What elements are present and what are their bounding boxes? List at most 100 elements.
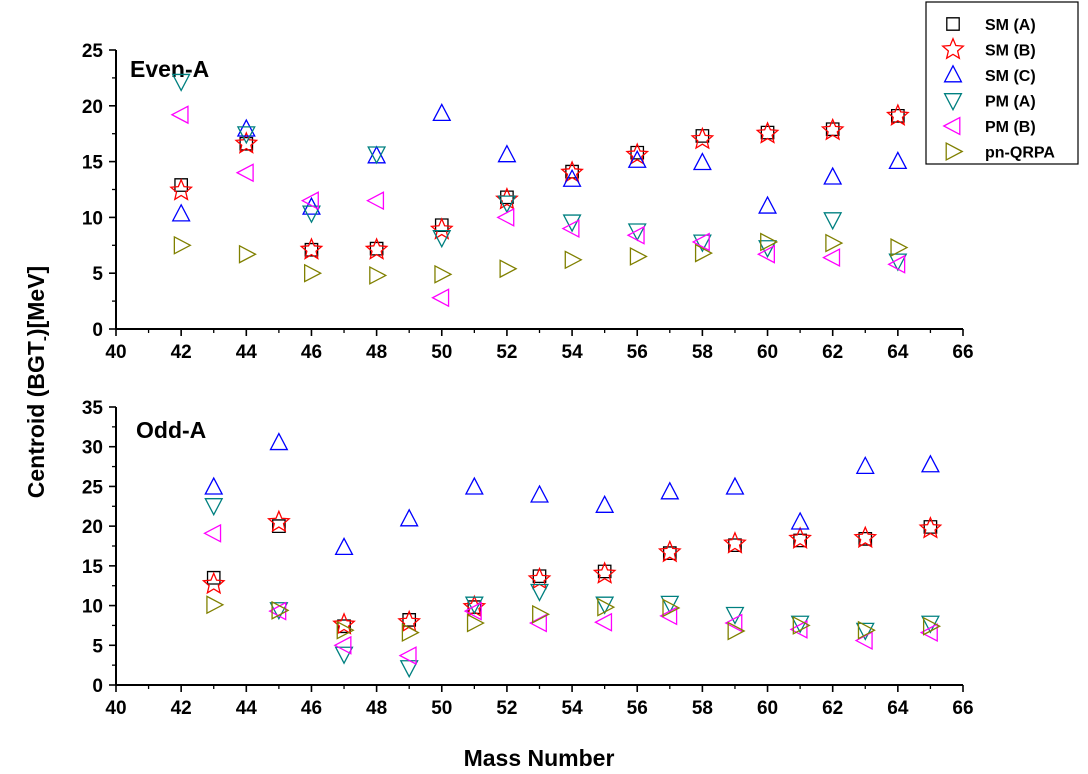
panel-title: Even-A	[130, 56, 209, 82]
data-point-sm-b	[332, 612, 356, 635]
data-point-sm-b	[364, 237, 389, 260]
data-point-sm-a	[825, 122, 840, 137]
x-tick-label: 48	[366, 342, 387, 363]
data-point-sm-c	[725, 476, 745, 495]
data-point-pn-qrpa	[792, 615, 811, 635]
y-tick-label: 0	[92, 320, 103, 341]
x-tick-label: 50	[431, 342, 452, 363]
data-point-sm-b	[169, 178, 194, 201]
series-sm-c	[171, 103, 908, 222]
x-tick-label: 40	[105, 698, 126, 719]
x-tick-label: 42	[171, 698, 192, 719]
data-point-sm-b	[657, 539, 682, 563]
series-pm-b	[203, 523, 938, 666]
data-point-pm-a	[823, 212, 843, 231]
data-point-sm-c	[855, 455, 875, 475]
legend-marker-pm-a	[943, 93, 963, 112]
y-tick-label: 25	[82, 41, 104, 62]
data-point-pm-a	[530, 583, 549, 602]
data-point-pm-b	[724, 613, 743, 633]
x-tick-label: 64	[887, 342, 909, 363]
data-point-sm-a	[272, 519, 286, 533]
chart-panels: 40 42 44 46 48 50 52 54 56 58 60 62 64 660510152025Ev…	[82, 41, 974, 719]
legend-label: SM (C)	[985, 68, 1036, 85]
data-point-pn-qrpa	[369, 265, 388, 285]
y-axis-title: Centroid (BGT-)[MeV]	[23, 266, 53, 498]
data-point-pm-b	[235, 163, 254, 183]
y-tick-label: 15	[82, 557, 104, 578]
data-point-sm-a	[695, 129, 710, 143]
data-point-pn-qrpa	[760, 232, 779, 252]
data-point-sm-c	[888, 151, 908, 170]
data-point-sm-c	[758, 195, 778, 214]
data-point-sm-c	[920, 454, 940, 473]
series-sm-b	[201, 509, 943, 635]
data-point-sm-c	[367, 145, 387, 164]
data-point-pm-a	[334, 646, 354, 665]
data-point-pm-a	[204, 498, 224, 517]
data-point-sm-c	[530, 484, 549, 503]
y-tick-label: 10	[82, 208, 103, 229]
data-point-sm-b	[527, 566, 552, 590]
x-tick-label: 52	[496, 342, 517, 363]
legend-label: SM (B)	[985, 43, 1036, 60]
x-tick-label: 40	[105, 342, 126, 363]
data-point-pm-b	[887, 254, 906, 274]
data-point-sm-a	[369, 241, 384, 256]
data-point-pn-qrpa	[629, 246, 648, 266]
data-point-sm-c	[627, 149, 647, 168]
data-point-sm-c	[823, 166, 843, 185]
data-point-pn-qrpa	[857, 620, 876, 640]
series-pn-qrpa	[173, 232, 909, 285]
data-point-pm-b	[561, 219, 580, 239]
data-point-pm-b	[789, 619, 808, 639]
data-point-pm-b	[463, 601, 482, 621]
data-point-pn-qrpa	[206, 595, 225, 615]
data-point-sm-c	[204, 476, 224, 495]
x-tick-label: 46	[301, 342, 322, 363]
data-point-sm-b	[820, 117, 845, 141]
data-point-sm-b	[625, 142, 650, 166]
data-point-sm-b	[299, 237, 324, 260]
data-point-pn-qrpa	[564, 250, 583, 270]
x-tick-label: 60	[757, 698, 778, 719]
data-point-pm-a	[464, 596, 484, 615]
legend-item-sm-c: SM (C)	[943, 64, 1036, 85]
data-point-sm-b	[723, 531, 747, 554]
data-point-pm-a	[790, 615, 810, 634]
data-point-sm-b	[853, 525, 878, 549]
data-point-pn-qrpa	[401, 623, 420, 643]
data-point-sm-b	[266, 509, 291, 533]
legend-label: pn-QRPA	[985, 145, 1055, 162]
panel-even-a: 40 42 44 46 48 50 52 54 56 58 60 62 64 66 0 5 10 15 20 25 Ev…	[82, 41, 974, 363]
data-point-pm-b	[691, 232, 710, 252]
data-point-pn-qrpa	[336, 620, 355, 640]
legend-item-pn-qrpa: pn-QRPA	[945, 142, 1055, 162]
y-tick-label: 5	[92, 636, 103, 657]
legend-marker-pn-qrpa	[945, 142, 964, 161]
x-tick-label: 60	[757, 342, 778, 363]
series-pm-a	[204, 498, 940, 679]
y-tick-label: 25	[82, 477, 104, 498]
data-point-pm-b	[626, 225, 645, 245]
data-point-pn-qrpa	[922, 616, 942, 636]
data-point-pn-qrpa	[499, 259, 518, 279]
series-sm-b	[169, 103, 910, 260]
y-tick-label: 30	[82, 438, 103, 459]
data-point-pm-a	[236, 126, 256, 145]
x-tick-label: 50	[431, 698, 452, 719]
data-point-pm-b	[333, 635, 352, 655]
series-pn-qrpa	[206, 595, 942, 643]
data-point-pm-b	[431, 288, 450, 308]
data-point-sm-c	[692, 152, 712, 171]
legend-label: PM (B)	[985, 119, 1036, 136]
data-point-pn-qrpa	[271, 600, 290, 620]
x-tick-label: 62	[822, 342, 843, 363]
legend-item-pm-a: PM (A)	[943, 93, 1036, 112]
y-tick-label: 15	[82, 153, 104, 174]
data-point-sm-c	[269, 432, 289, 451]
data-point-sm-b	[429, 217, 454, 240]
series-pm-a	[171, 73, 908, 272]
data-point-pm-b	[594, 612, 613, 632]
y-tick-label: 20	[82, 97, 103, 118]
